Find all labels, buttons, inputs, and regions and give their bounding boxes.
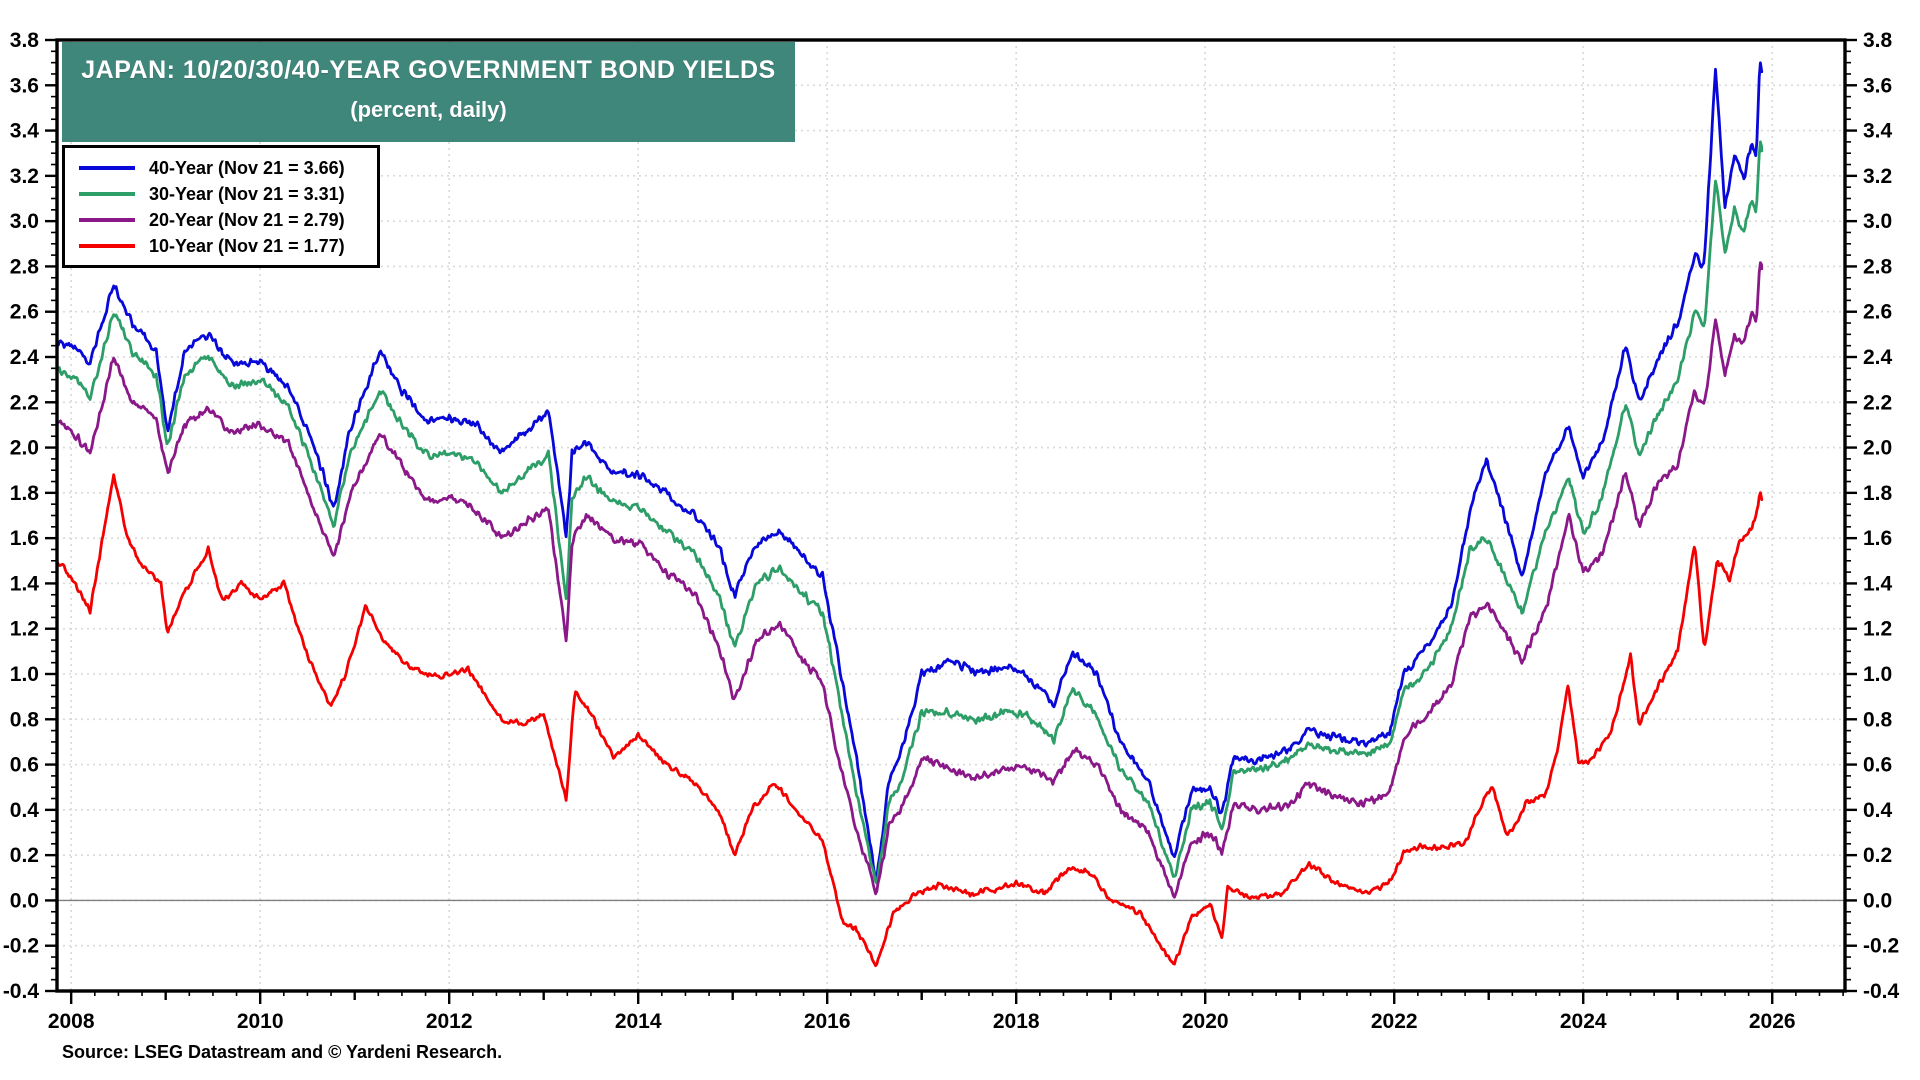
y-axis-label-left: 2.4 (10, 346, 40, 369)
y-axis-label-left: 2.0 (10, 437, 39, 460)
x-axis-label: 2008 (48, 1010, 95, 1033)
y-axis-label-left: 2.8 (10, 255, 40, 278)
x-axis-label: 2010 (237, 1010, 284, 1033)
y-axis-label-left: 0.4 (10, 799, 40, 822)
legend-item-20-year: 20-Year (Nov 21 = 2.79) (65, 207, 377, 233)
x-axis-label: 2016 (804, 1010, 851, 1033)
y-axis-label-right: 3.6 (1863, 74, 1892, 97)
y-axis-label-left: 0.2 (10, 844, 39, 867)
y-axis-label-right: 3.4 (1863, 120, 1893, 143)
y-axis-label-right: 1.0 (1863, 663, 1892, 686)
y-axis-label-right: 1.4 (1863, 572, 1893, 595)
axis-ticks (45, 38, 1857, 1004)
y-axis-label-left: -0.2 (3, 935, 39, 958)
chart-title: JAPAN: 10/20/30/40-YEAR GOVERNMENT BOND … (81, 56, 776, 84)
y-axis-label-left: 1.2 (10, 618, 39, 641)
y-axis-label-right: 0.0 (1863, 889, 1892, 912)
y-axis-label-left: 0.6 (10, 754, 39, 777)
x-axis-label: 2020 (1182, 1010, 1229, 1033)
series-line-20-year (57, 261, 1764, 899)
y-axis-label-right: 1.8 (1863, 482, 1893, 505)
gridlines (57, 40, 1845, 991)
x-axis-label: 2022 (1371, 1010, 1418, 1033)
legend-item-40-year: 40-Year (Nov 21 = 3.66) (65, 155, 377, 181)
y-axis-label-right: 2.2 (1863, 391, 1892, 414)
series-lines (57, 61, 1764, 968)
y-axis-label-left: 1.4 (10, 572, 40, 595)
y-axis-label-right: 3.0 (1863, 210, 1892, 233)
y-axis-label-right: 3.2 (1863, 165, 1892, 188)
y-axis-label-right: 2.8 (1863, 255, 1893, 278)
x-axis-label: 2018 (993, 1010, 1040, 1033)
y-axis-label-left: -0.4 (3, 980, 40, 1003)
x-axis-label: 2026 (1749, 1010, 1796, 1033)
y-axis-label-left: 1.6 (10, 527, 39, 550)
y-axis-label-right: 2.4 (1863, 346, 1893, 369)
legend-line-swatch (79, 218, 135, 222)
chart-subtitle: (percent, daily) (350, 97, 507, 122)
y-axis-label-right: 1.6 (1863, 527, 1892, 550)
legend-label: 20-Year (Nov 21 = 2.79) (149, 209, 345, 230)
y-axis-label-right: 0.4 (1863, 799, 1893, 822)
y-axis-label-right: 1.2 (1863, 618, 1892, 641)
y-axis-label-right: 3.8 (1863, 29, 1893, 52)
legend-item-10-year: 10-Year (Nov 21 = 1.77) (65, 233, 377, 259)
series-line-10-year (57, 473, 1764, 968)
y-axis-label-right: -0.2 (1863, 935, 1899, 958)
x-axis-label: 2012 (426, 1010, 473, 1033)
y-axis-label-left: 1.8 (10, 482, 40, 505)
y-axis-label-right: 0.6 (1863, 754, 1892, 777)
y-axis-label-left: 3.6 (10, 74, 39, 97)
legend-label: 40-Year (Nov 21 = 3.66) (149, 157, 345, 178)
y-axis-label-right: 0.8 (1863, 708, 1893, 731)
y-axis-label-right: 2.0 (1863, 437, 1892, 460)
y-axis-label-left: 3.8 (10, 29, 40, 52)
legend-item-30-year: 30-Year (Nov 21 = 3.31) (65, 181, 377, 207)
legend-label: 30-Year (Nov 21 = 3.31) (149, 183, 345, 204)
legend-line-swatch (79, 192, 135, 196)
y-axis-label-right: 2.6 (1863, 301, 1892, 324)
y-axis-label-left: 3.4 (10, 120, 40, 143)
legend-line-swatch (79, 166, 135, 170)
y-axis-label-left: 2.2 (10, 391, 39, 414)
legend-label: 10-Year (Nov 21 = 1.77) (149, 235, 345, 256)
x-axis-label: 2024 (1560, 1010, 1607, 1033)
legend-box: 40-Year (Nov 21 = 3.66) 30-Year (Nov 21 =… (62, 145, 380, 268)
series-line-40-year (57, 61, 1764, 882)
y-axis-label-right: 0.2 (1863, 844, 1892, 867)
y-axis-label-right: -0.4 (1863, 980, 1900, 1003)
y-axis-label-left: 3.2 (10, 165, 39, 188)
source-note: Source: LSEG Datastream and © Yardeni Re… (62, 1042, 503, 1062)
y-axis-label-left: 0.8 (10, 708, 40, 731)
chart-title-banner: JAPAN: 10/20/30/40-YEAR GOVERNMENT BOND … (62, 42, 795, 142)
x-axis-label: 2014 (615, 1010, 662, 1033)
y-axis-label-left: 1.0 (10, 663, 39, 686)
axis-labels: 3.8 3.8 3.6 3.6 3.4 3.4 3.2 3.2 3.0 3.0 2.8 2.8 2.6 2… (3, 29, 1900, 1033)
legend-line-swatch (79, 244, 135, 248)
y-axis-label-left: 0.0 (10, 889, 39, 912)
y-axis-label-left: 3.0 (10, 210, 39, 233)
series-line-30-year (57, 140, 1764, 885)
y-axis-label-left: 2.6 (10, 301, 39, 324)
